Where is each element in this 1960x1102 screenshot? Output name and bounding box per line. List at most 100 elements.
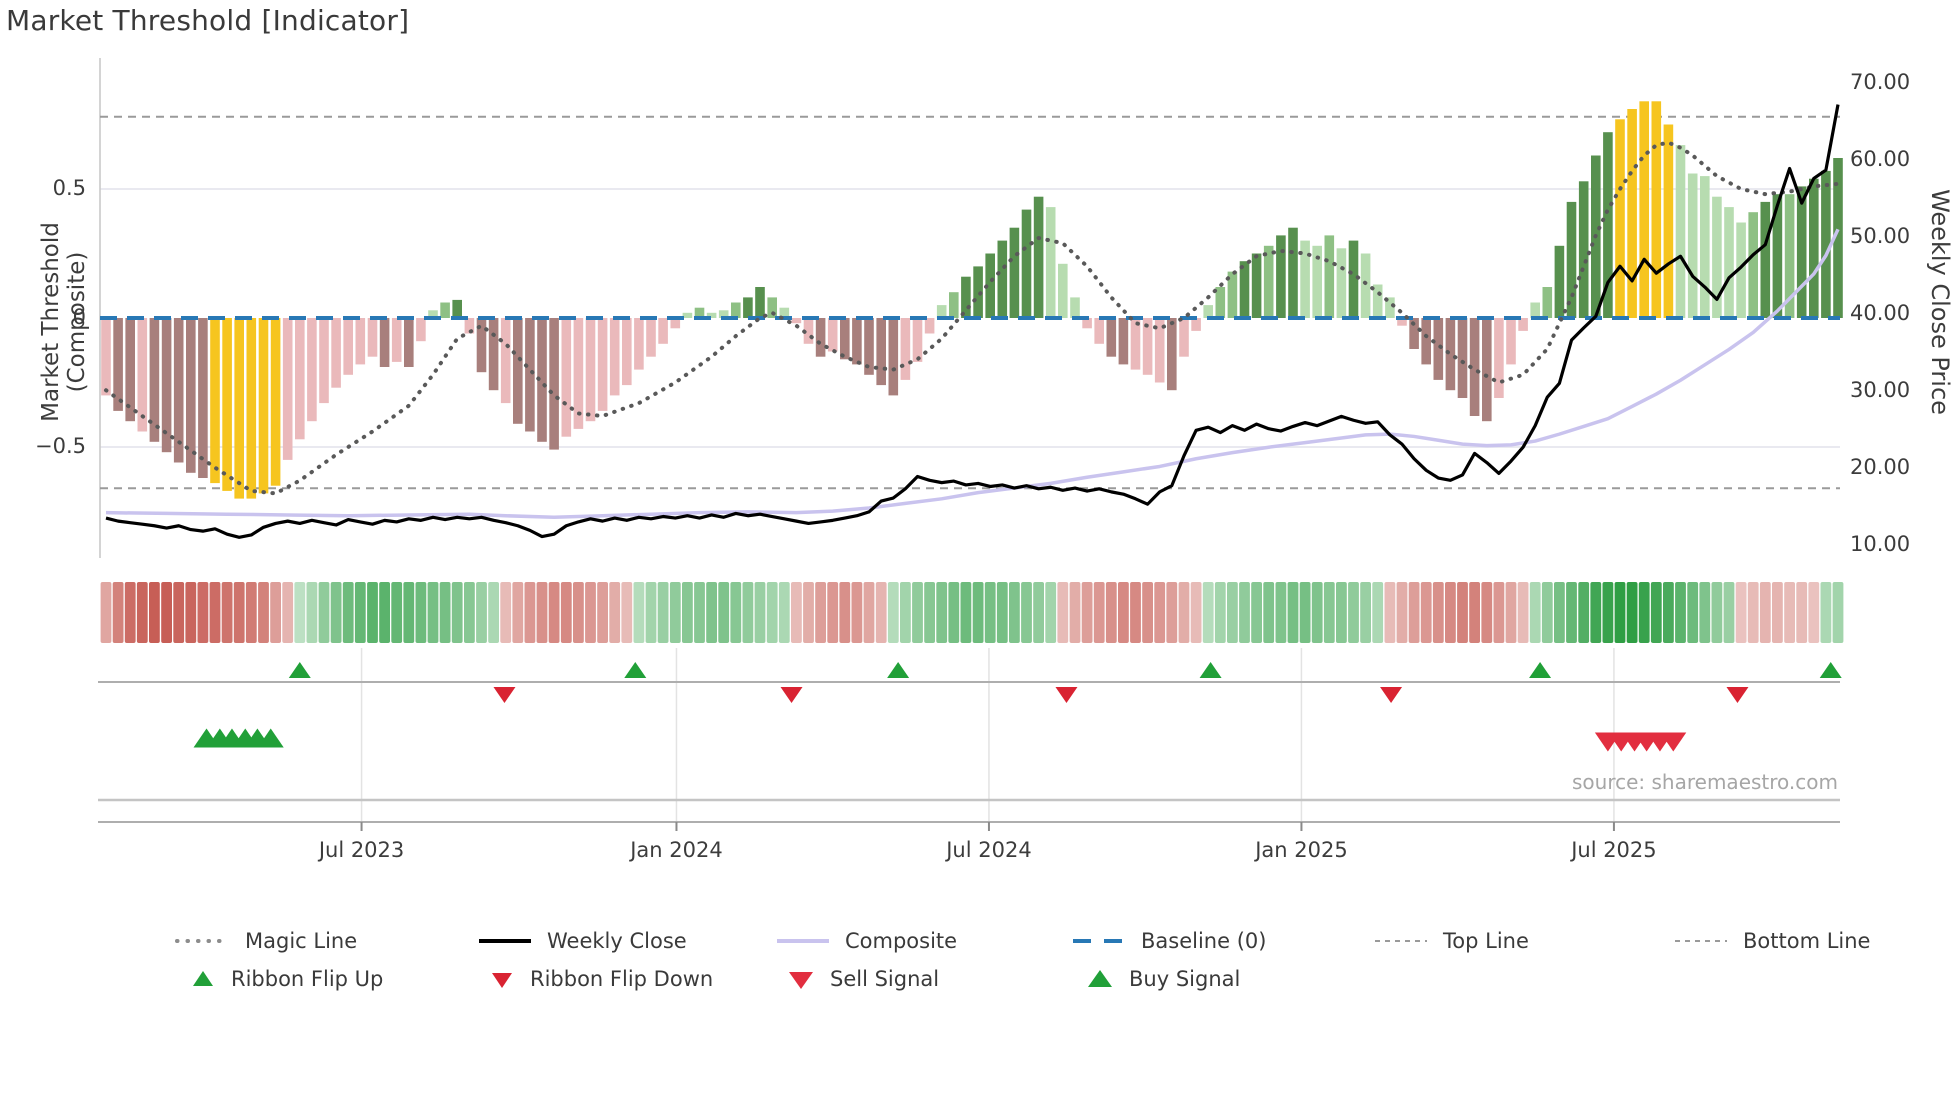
ribbon-flip-down-marker: [1726, 687, 1749, 703]
composite-bar: [476, 318, 487, 373]
composite-bar: [379, 318, 390, 367]
ribbon-cell: [657, 582, 669, 643]
x-tick-label: Jan 2024: [630, 838, 723, 862]
composite-bar: [1167, 318, 1177, 391]
right-tick-label: 60.00: [1850, 147, 1911, 171]
ribbon-cell: [1045, 582, 1057, 643]
legend-label: Magic Line: [245, 929, 358, 953]
magic-line-group: [104, 140, 1840, 496]
composite-bar: [1687, 173, 1698, 318]
legend-item-top-line: Top Line: [1372, 926, 1529, 956]
composite-bar: [1578, 181, 1589, 318]
ribbon-cell: [1166, 582, 1178, 643]
composite-bar: [125, 318, 135, 422]
composite-bar: [888, 318, 899, 396]
composite-bar: [1215, 287, 1226, 318]
weekly-close-group: [105, 104, 1840, 539]
gridlines-group: [99, 58, 1840, 558]
composite-bar: [428, 310, 438, 318]
composite-bar: [1130, 318, 1141, 370]
composite-bar: [1312, 245, 1322, 318]
ribbon-cell: [1772, 582, 1783, 643]
legend-label: Weekly Close: [547, 929, 687, 953]
legend-label: Buy Signal: [1129, 967, 1241, 991]
legend-label: Composite: [845, 929, 958, 953]
ribbon-cell: [645, 582, 657, 643]
magic-line: [104, 140, 1840, 496]
ribbon-cell: [1566, 582, 1577, 643]
composite-bar: [561, 318, 572, 437]
ribbon-cell: [1142, 582, 1153, 643]
composite-bar: [1360, 253, 1371, 318]
composite-bar: [1348, 240, 1359, 318]
composite-bar: [924, 318, 935, 334]
ribbon-cell: [1578, 582, 1590, 643]
composite-bar: [1300, 240, 1310, 318]
composite-bar: [1009, 227, 1020, 318]
composite-bars-group: [101, 101, 1843, 499]
legend-item-baseline: Baseline (0): [1070, 926, 1266, 956]
ribbon-cell: [1275, 582, 1287, 643]
composite-bar: [1263, 245, 1274, 318]
composite-bar: [113, 318, 123, 411]
composite-bar: [1179, 318, 1189, 357]
ribbon-cell: [887, 582, 899, 643]
composite-bar: [1494, 318, 1504, 398]
ribbon-cell: [621, 582, 633, 643]
ribbon-cell: [1469, 582, 1480, 643]
composite-bar: [161, 318, 172, 453]
composite-bar: [985, 253, 995, 318]
composite-bar: [307, 318, 317, 422]
ribbon-cell: [1021, 582, 1032, 643]
composite-bar: [1203, 305, 1213, 318]
composite-bar: [270, 318, 281, 486]
composite-bar: [670, 318, 681, 329]
composite-bar: [1433, 318, 1444, 380]
composite-bar: [1506, 318, 1516, 365]
ribbon-cell: [427, 582, 439, 643]
composite-bar: [1554, 245, 1565, 318]
composite-bar: [840, 318, 850, 360]
legend-label: Top Line: [1443, 929, 1529, 953]
ribbon-cell: [354, 582, 366, 643]
composite-bar: [597, 318, 608, 411]
composite-bar: [997, 240, 1008, 318]
composite-bar: [743, 297, 753, 318]
ribbon-cell: [367, 582, 378, 643]
composite-bar: [1045, 207, 1056, 318]
composite-bar: [234, 318, 244, 499]
composite-bar: [694, 307, 705, 318]
ribbon-cell: [451, 582, 463, 643]
composite-bar: [731, 302, 741, 318]
ribbon-flip-down-icon: [492, 973, 512, 988]
composite-bar: [1288, 227, 1298, 318]
right-tick-label: 40.00: [1850, 301, 1911, 325]
composite-bar: [367, 318, 378, 357]
right-tick-label: 20.00: [1850, 455, 1911, 479]
ribbon-cell: [960, 582, 972, 643]
ribbon-cell: [136, 582, 148, 643]
ribbon-cell: [1808, 582, 1820, 643]
composite-bar: [549, 318, 559, 450]
legend-label: Ribbon Flip Up: [231, 967, 384, 991]
composite-bar: [1784, 194, 1795, 318]
ribbon-cell: [1081, 582, 1093, 643]
ribbon-cell: [270, 582, 281, 643]
ribbon-cell: [1614, 582, 1626, 643]
composite-bar: [1615, 119, 1625, 318]
ribbon-cell: [1372, 582, 1384, 643]
ribbon-cell: [258, 582, 269, 643]
composite-bar: [646, 318, 656, 357]
x-axis-group: [98, 821, 1840, 831]
composite-bar: [755, 287, 765, 318]
ribbon-cell: [524, 582, 536, 643]
composite-bar: [246, 318, 257, 499]
composite-bar: [1736, 222, 1746, 318]
ribbon-cell: [379, 582, 390, 643]
right-tick-label: 70.00: [1850, 70, 1911, 94]
ribbon-cell: [318, 582, 330, 643]
composite-bar: [1566, 201, 1577, 318]
ribbon-cell: [112, 582, 124, 643]
ribbon-cell: [1263, 582, 1275, 643]
